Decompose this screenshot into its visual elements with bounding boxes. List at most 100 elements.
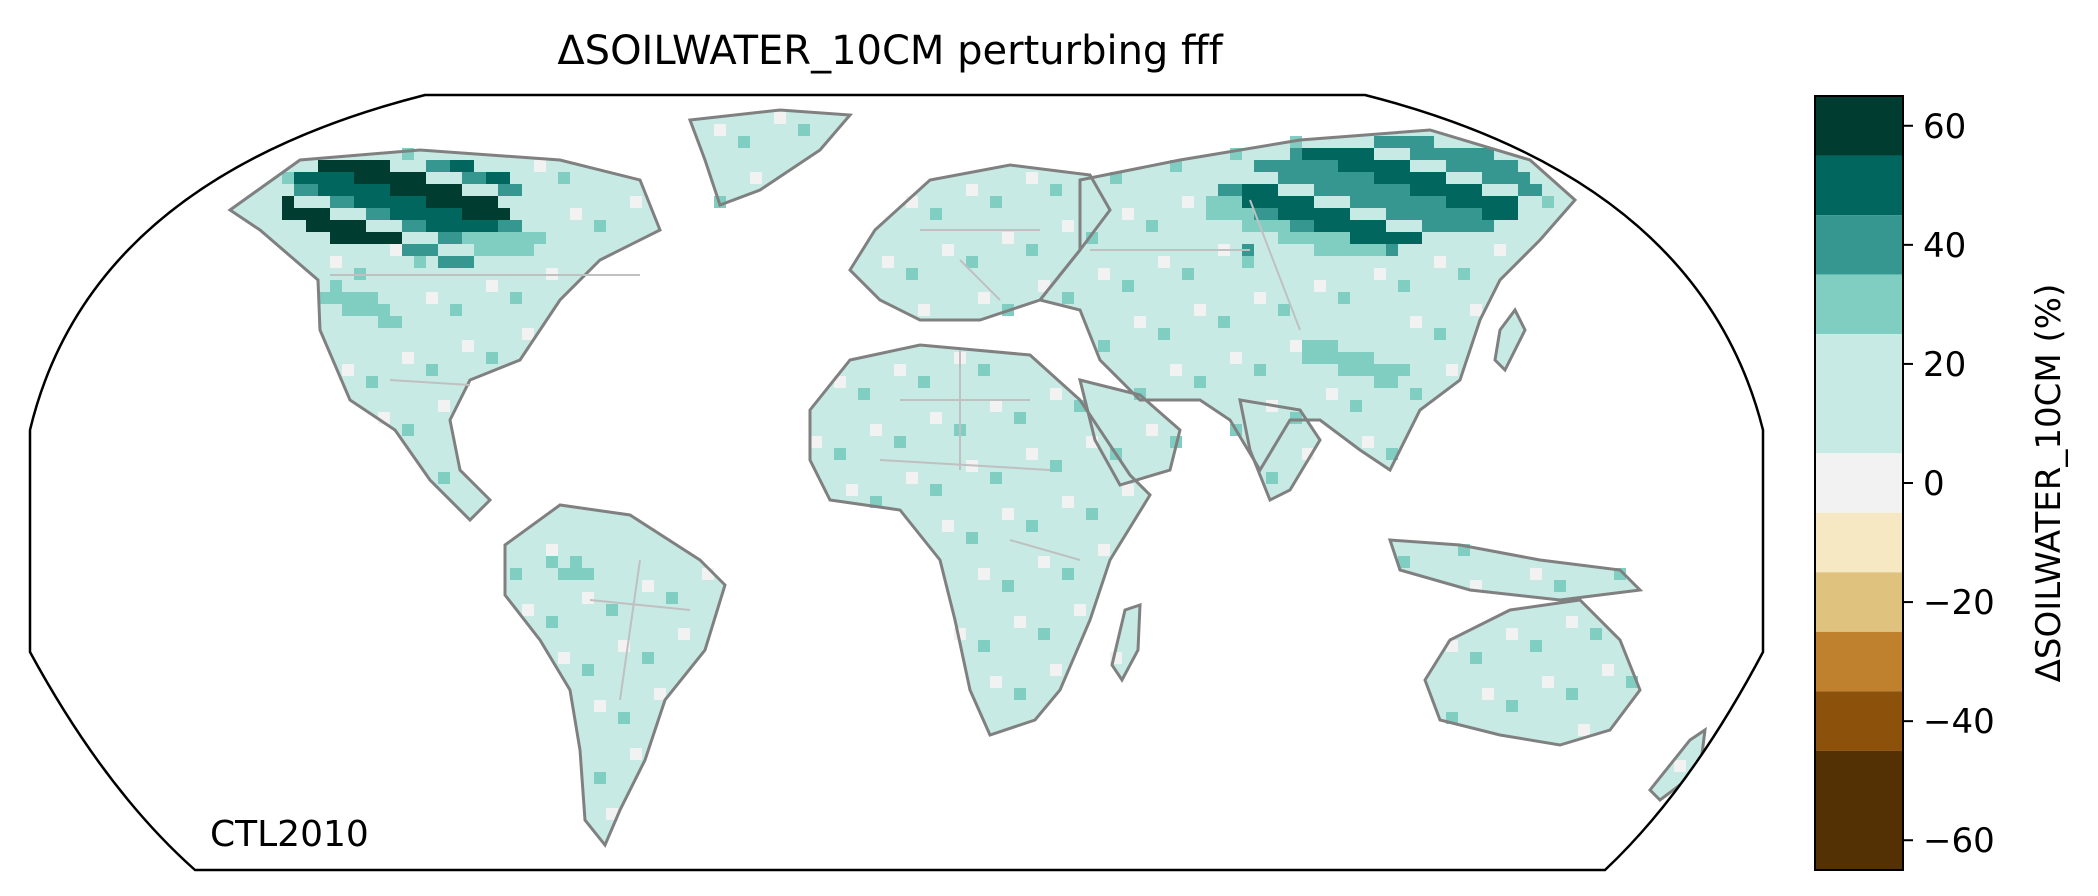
anomaly-cell: [1314, 232, 1326, 244]
anomaly-cell: [450, 184, 462, 196]
anomaly-cell: [1266, 196, 1278, 208]
anomaly-cell: [486, 280, 498, 292]
anomaly-cell: [1494, 244, 1506, 256]
anomaly-cell: [318, 304, 330, 316]
anomaly-cell: [498, 172, 510, 184]
anomaly-cell: [1350, 148, 1362, 160]
anomaly-cell: [582, 592, 594, 604]
anomaly-cell: [1398, 160, 1410, 172]
anomaly-cell: [282, 196, 294, 208]
colorbar-swatch: [1815, 572, 1903, 632]
anomaly-cell: [1386, 340, 1398, 352]
anomaly-cell: [1398, 340, 1410, 352]
anomaly-cell: [1098, 340, 1110, 352]
anomaly-cell: [1326, 388, 1338, 400]
anomaly-cell: [1458, 220, 1470, 232]
anomaly-cell: [606, 604, 618, 616]
anomaly-cell: [1386, 232, 1398, 244]
anomaly-cell: [714, 124, 726, 136]
anomaly-cell: [630, 748, 642, 760]
anomaly-cell: [1362, 172, 1374, 184]
anomaly-cell: [798, 124, 810, 136]
coastline: [687, 108, 854, 207]
anomaly-cell: [1386, 196, 1398, 208]
anomaly-cell: [366, 160, 378, 172]
anomaly-cell: [402, 424, 414, 436]
anomaly-cell: [1338, 208, 1350, 220]
anomaly-cell: [1050, 664, 1062, 676]
anomaly-cell: [390, 184, 402, 196]
anomaly-cell: [1410, 184, 1422, 196]
anomaly-cell: [342, 292, 354, 304]
anomaly-cell: [618, 556, 630, 568]
anomaly-cell: [462, 208, 474, 220]
anomaly-cell: [1326, 244, 1338, 256]
anomaly-cell: [1362, 244, 1374, 256]
anomaly-cell: [1422, 220, 1434, 232]
colorbar: 60 40 20 0 −20 −40 −60 ΔSOILWATER_10CM (%): [1814, 95, 2069, 871]
anomaly-cell: [1326, 340, 1338, 352]
anomaly-cell: [330, 232, 342, 244]
anomaly-cell: [486, 244, 498, 256]
anomaly-cell: [1446, 208, 1458, 220]
continent-australia: [1425, 600, 1640, 745]
anomaly-cell: [1302, 208, 1314, 220]
corner-label: CTL2010: [210, 814, 369, 855]
anomaly-cell: [1494, 160, 1506, 172]
anomaly-cell: [450, 256, 462, 268]
anomaly-cell: [342, 184, 354, 196]
anomaly-cell: [1398, 364, 1410, 376]
anomaly-cell: [1050, 388, 1062, 400]
anomaly-cell: [1278, 172, 1290, 184]
anomaly-cell: [606, 556, 618, 568]
anomaly-cell: [354, 160, 366, 172]
coastline: [808, 343, 1152, 737]
anomaly-cell: [1242, 184, 1254, 196]
anomaly-cell: [378, 208, 390, 220]
anomaly-cell: [1518, 184, 1530, 196]
anomaly-cell: [1362, 232, 1374, 244]
anomaly-cell: [438, 220, 450, 232]
anomaly-cell: [1278, 232, 1290, 244]
anomaly-cell: [1230, 196, 1242, 208]
anomaly-cell: [1338, 220, 1350, 232]
anomaly-cell: [1398, 172, 1410, 184]
anomaly-cell: [1002, 580, 1014, 592]
anomaly-cell: [450, 220, 462, 232]
anomaly-cell: [1506, 196, 1518, 208]
colorbar-swatch: [1815, 334, 1903, 454]
anomaly-cell: [990, 472, 1002, 484]
anomaly-cell: [1434, 184, 1446, 196]
anomaly-cell: [438, 472, 450, 484]
anomaly-cell: [1302, 364, 1314, 376]
anomaly-cell: [438, 196, 450, 208]
anomaly-cell: [1362, 148, 1374, 160]
anomaly-cell: [1338, 244, 1350, 256]
anomaly-cell: [1362, 220, 1374, 232]
anomaly-cell: [330, 172, 342, 184]
anomaly-cell: [306, 208, 318, 220]
anomaly-cell: [1062, 220, 1074, 232]
anomaly-cell: [1302, 160, 1314, 172]
anomaly-cell: [1302, 232, 1314, 244]
anomaly-cell: [630, 568, 642, 580]
anomaly-cell: [1386, 172, 1398, 184]
anomaly-cell: [1122, 208, 1134, 220]
anomaly-cell: [366, 172, 378, 184]
anomaly-cell: [930, 208, 942, 220]
anomaly-cell: [450, 304, 462, 316]
anomaly-cell: [390, 232, 402, 244]
anomaly-cell: [1134, 316, 1146, 328]
colorbar-tick-label: −20: [1923, 583, 1995, 623]
anomaly-cell: [1302, 196, 1314, 208]
anomaly-cell: [318, 220, 330, 232]
anomaly-cell: [606, 532, 618, 544]
anomaly-cell: [1062, 292, 1074, 304]
anomaly-cell: [1266, 472, 1278, 484]
anomaly-cell: [1326, 352, 1338, 364]
anomaly-cell: [1398, 136, 1410, 148]
land-layer: [227, 108, 1707, 848]
anomaly-cell: [354, 232, 366, 244]
anomaly-cell: [558, 544, 570, 556]
anomaly-cell: [1446, 364, 1458, 376]
